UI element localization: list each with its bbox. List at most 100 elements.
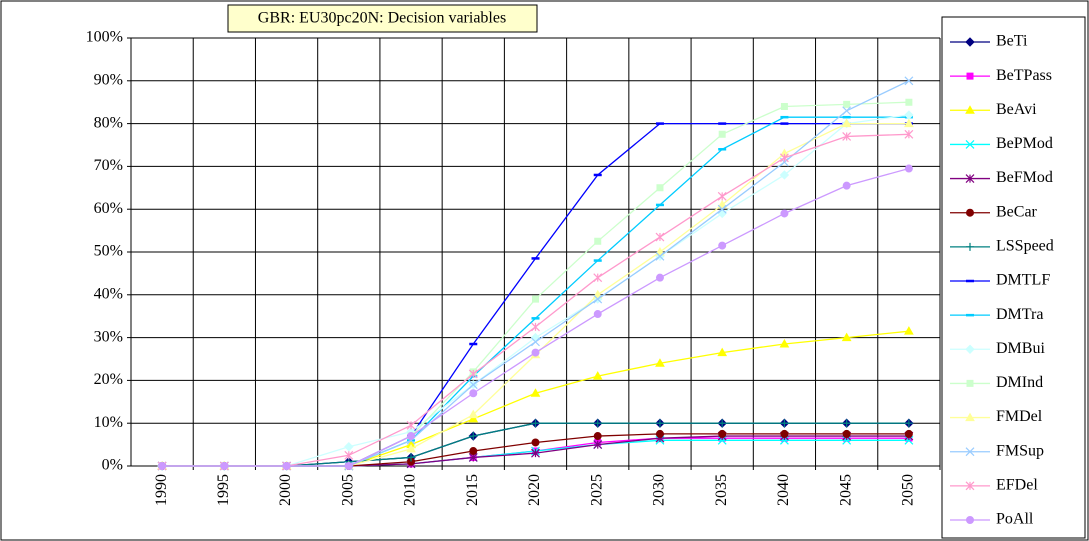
data-point [469, 389, 478, 398]
legend-marker [966, 242, 974, 251]
title-box [227, 4, 538, 33]
data-point [344, 450, 354, 460]
legend-label: BePMod [996, 135, 1053, 152]
data-point [531, 438, 540, 447]
data-point [780, 419, 789, 428]
data-point [904, 76, 914, 86]
data-point [904, 419, 913, 428]
data-point [344, 462, 353, 470]
legend-label: DMTra [996, 306, 1043, 323]
data-point [842, 429, 851, 438]
legend-label: FMDel [996, 408, 1043, 425]
data-point [904, 429, 913, 438]
data-point [407, 453, 416, 462]
data-point [344, 442, 354, 452]
legend-label: LSSpeed [996, 238, 1054, 255]
data-point [904, 118, 914, 128]
y-tick-label: 10% [94, 414, 123, 431]
x-tick-label: 2015 [464, 474, 481, 506]
legend-marker [965, 174, 975, 183]
data-point [904, 129, 914, 139]
legend-marker [966, 208, 974, 217]
y-tick-label: 80% [94, 114, 123, 131]
x-tick-label: 1990 [153, 474, 170, 506]
legend-label: BeFMod [996, 169, 1053, 186]
data-point [531, 322, 540, 332]
legend-label: BeAvi [996, 101, 1037, 118]
chart-title: GBR: EU30pc20N: Decision variables [258, 10, 506, 27]
data-point [718, 429, 727, 438]
data-point [841, 118, 852, 128]
y-tick-label: 70% [94, 157, 123, 174]
data-point [593, 294, 603, 304]
data-point [842, 435, 852, 445]
data-point [655, 232, 665, 242]
data-point [468, 409, 479, 419]
x-tick-label: 2000 [277, 474, 294, 506]
data-point [407, 432, 416, 441]
x-tick-label: 2030 [651, 474, 668, 506]
data-point [779, 153, 789, 163]
data-point [779, 339, 790, 348]
data-point [655, 246, 665, 256]
y-tick-label: 30% [94, 328, 123, 345]
data-point [406, 443, 416, 453]
data-point [655, 419, 664, 428]
legend-label: BeTi [996, 33, 1028, 50]
data-point [531, 348, 540, 357]
data-point [468, 369, 478, 379]
data-point [655, 429, 664, 438]
x-tick-label: 1995 [215, 474, 232, 506]
legend-marker [965, 37, 975, 47]
x-tick-label: 2005 [339, 474, 356, 506]
data-point [593, 440, 603, 450]
data-point [904, 326, 914, 335]
data-point [843, 100, 851, 108]
data-point [841, 332, 852, 342]
data-point [779, 435, 789, 445]
data-point [780, 429, 789, 438]
legend-marker [965, 481, 975, 491]
y-tick-label: 90% [94, 71, 123, 88]
legend-label: BeTPass [996, 67, 1052, 84]
y-tick-label: 20% [94, 371, 123, 388]
data-point [593, 273, 603, 283]
data-point [592, 371, 603, 380]
data-point [780, 209, 789, 218]
legend-marker [966, 72, 974, 80]
legend-marker [965, 344, 975, 354]
data-point [593, 419, 602, 428]
data-point [282, 462, 291, 470]
data-point [842, 106, 852, 116]
data-point [779, 170, 790, 180]
data-point [717, 199, 728, 209]
data-point [593, 432, 602, 441]
data-point [531, 337, 540, 347]
data-point [531, 448, 540, 458]
data-point [655, 358, 665, 367]
data-point [220, 462, 229, 470]
x-tick-label: 2035 [713, 474, 730, 506]
x-tick-label: 2020 [526, 474, 543, 506]
x-tick-label: 2010 [402, 474, 419, 506]
data-point [717, 204, 727, 214]
legend-label: DMInd [996, 374, 1043, 391]
y-tick-label: 50% [94, 243, 123, 260]
data-point [656, 184, 664, 192]
data-point [718, 419, 727, 428]
data-point [904, 435, 914, 445]
data-point [717, 435, 727, 445]
data-point [158, 462, 167, 470]
x-tick-label: 2040 [775, 474, 792, 506]
data-point [468, 380, 478, 390]
data-point [655, 251, 665, 261]
data-point [842, 181, 851, 190]
legend-marker [966, 516, 974, 524]
y-tick-label: 0% [102, 457, 123, 474]
data-point [655, 273, 664, 282]
data-point [592, 289, 603, 299]
x-tick-label: 2045 [837, 474, 854, 506]
data-point [469, 447, 478, 456]
legend-label: FMSup [996, 442, 1044, 459]
